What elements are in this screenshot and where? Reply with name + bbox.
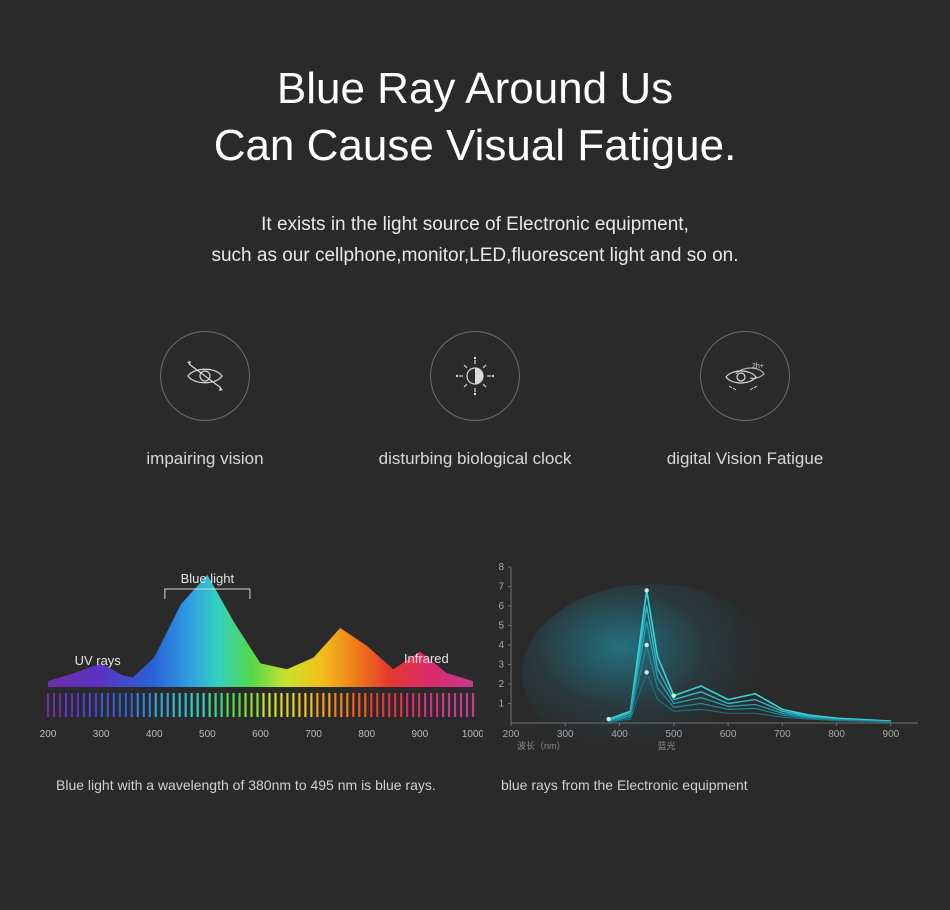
svg-text:1000: 1000 [462,729,483,740]
svg-text:900: 900 [412,729,429,740]
svg-text:1: 1 [498,699,504,710]
svg-text:400: 400 [146,729,163,740]
vision-fatigue-icon: 2h+ [700,331,790,421]
page-title: Blue Ray Around Us Can Cause Visual Fati… [30,60,920,174]
line-chart: 1 2 3 4 5 6 7 8 200 300 400 500 600 700 800 900 波长（nm） 蓝光… [483,559,928,793]
icon-block-vision: impairing vision [75,331,335,469]
icon-label: disturbing biological clock [379,449,572,469]
svg-text:蓝光: 蓝光 [658,740,676,751]
svg-text:500: 500 [665,729,682,740]
svg-text:5: 5 [498,621,504,632]
line-svg: 1 2 3 4 5 6 7 8 200 300 400 500 600 700 800 900 波长（nm） 蓝光 [483,559,928,759]
svg-text:Blue light: Blue light [181,571,235,586]
subtitle-line-2: such as our cellphone,monitor,LED,fluore… [211,245,738,266]
svg-text:UV rays: UV rays [75,653,122,668]
line-caption: blue rays from the Electronic equipment [483,777,928,793]
svg-text:600: 600 [252,729,269,740]
svg-text:Infrared: Infrared [404,651,449,666]
spectrum-chart: 200 300 400 500 600 700 800 900 1000 UV rays Infra… [38,559,483,793]
svg-text:200: 200 [503,729,520,740]
svg-text:700: 700 [305,729,322,740]
title-line-1: Blue Ray Around Us [277,64,673,113]
icon-block-clock: disturbing biological clock [345,331,605,469]
svg-text:400: 400 [611,729,628,740]
svg-text:2h+: 2h+ [752,363,764,370]
title-line-2: Can Cause Visual Fatigue. [214,121,737,170]
svg-text:800: 800 [828,729,845,740]
svg-text:3: 3 [498,660,504,671]
svg-text:800: 800 [358,729,375,740]
spectrum-svg: 200 300 400 500 600 700 800 900 1000 UV rays Infra… [38,559,483,759]
icons-row: impairing vision [30,331,920,469]
svg-text:6: 6 [498,601,504,612]
svg-text:900: 900 [883,729,900,740]
svg-text:300: 300 [557,729,574,740]
biological-clock-icon [430,331,520,421]
icon-label: impairing vision [146,449,263,469]
page-subtitle: It exists in the light source of Electro… [30,210,920,271]
subtitle-line-1: It exists in the light source of Electro… [261,214,689,235]
svg-text:300: 300 [93,729,110,740]
spectrum-caption: Blue light with a wavelength of 380nm to… [38,777,483,793]
charts-row: 200 300 400 500 600 700 800 900 1000 UV rays Infra… [30,559,920,793]
impairing-vision-icon [160,331,250,421]
svg-text:7: 7 [498,582,504,593]
icon-block-fatigue: 2h+ digital Vision Fatigue [615,331,875,469]
svg-text:8: 8 [498,562,504,573]
svg-text:2: 2 [498,679,504,690]
icon-label: digital Vision Fatigue [667,449,824,469]
svg-text:600: 600 [720,729,737,740]
svg-text:4: 4 [498,640,504,651]
svg-text:200: 200 [40,729,57,740]
svg-text:500: 500 [199,729,216,740]
svg-text:波长（nm）: 波长（nm） [517,740,566,751]
svg-text:700: 700 [774,729,791,740]
